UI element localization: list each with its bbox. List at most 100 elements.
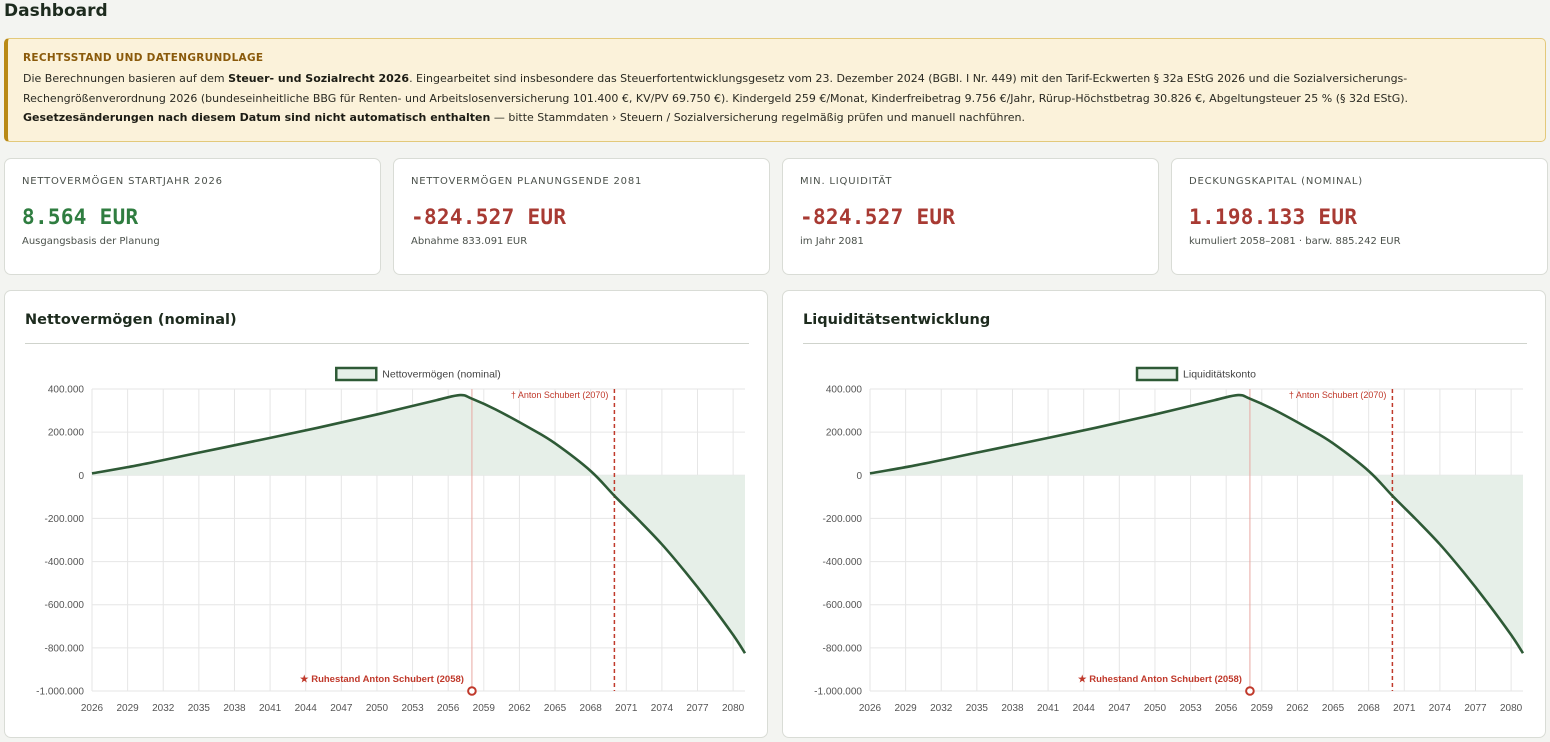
x-tick-label: 2053 [1179,703,1202,714]
x-tick-label: 2035 [966,703,989,714]
net-worth-chart[interactable]: 400.000 200.000 0 -200.000 -400.000 -600.000 -… [5,291,769,739]
x-tick-label: 2065 [544,703,567,714]
series-area-fill [870,395,1523,654]
y-tick-label: 200.000 [48,428,85,439]
notice-text-part: — bitte Stammdaten › Steuern / Sozialver… [490,111,1025,124]
kpi-label: Nettovermögen Planungsende 2081 [411,176,643,187]
x-tick-label: 2059 [1251,703,1274,714]
kpi-label: Min. Liquidität [800,176,893,187]
kpi-card-net-worth-end: Nettovermögen Planungsende 2081 -824.527… [393,158,770,275]
y-tick-label: -800.000 [45,643,85,654]
legend-swatch [1135,366,1179,382]
page-title: Dashboard [4,1,108,21]
kpi-card-min-liquidity: Min. Liquidität -824.527 EUR im Jahr 208… [782,158,1159,275]
x-tick-label: 2074 [651,703,674,714]
legend-label: Nettovermögen (nominal) [382,369,500,381]
x-tick-label: 2032 [930,703,953,714]
x-tick-label: 2047 [330,703,353,714]
y-tick-label: -600.000 [823,600,863,611]
x-tick-label: 2044 [295,703,318,714]
x-tick-label: 2077 [1464,703,1487,714]
x-tick-label: 2053 [401,703,424,714]
kpi-subtext: im Jahr 2081 [800,236,864,247]
liquidity-chart[interactable]: 400.000 200.000 0 -200.000 -400.000 -600.000 -… [783,291,1547,739]
legend-swatch [335,366,378,382]
y-tick-label: -400.000 [823,557,863,568]
kpi-subtext: Abnahme 833.091 EUR [411,236,528,247]
notice-text-part: . Eingearbeitet sind insbesondere das St… [23,72,1409,105]
y-tick-label: -800.000 [823,643,863,654]
x-tick-label: 2077 [686,703,709,714]
x-tick-label: 2074 [1429,703,1452,714]
kpi-card-net-worth-start: Nettovermögen Startjahr 2026 8.564 EUR A… [4,158,381,275]
x-tick-label: 2068 [1358,703,1381,714]
divider [803,343,1527,344]
x-tick-label: 2062 [1286,703,1309,714]
x-tick-label: 2080 [1500,703,1523,714]
x-tick-label: 2041 [1037,703,1060,714]
x-tick-label: 2026 [859,703,882,714]
retirement-marker-dot [467,686,477,696]
x-tick-label: 2041 [259,703,282,714]
x-tick-label: 2029 [116,703,139,714]
x-tick-label: 2056 [437,703,460,714]
y-tick-label: -400.000 [45,557,85,568]
x-tick-label: 2056 [1215,703,1238,714]
x-tick-label: 2080 [722,703,745,714]
x-tick-label: 2035 [188,703,211,714]
kpi-value: -824.527 EUR [411,205,567,229]
kpi-value: 1.198.133 EUR [1189,205,1358,229]
x-tick-label: 2050 [366,703,389,714]
y-tick-label: -1.000.000 [36,687,84,698]
x-tick-label: 2032 [152,703,175,714]
x-tick-label: 2038 [223,703,246,714]
x-tick-label: 2059 [473,703,496,714]
chart-card-liquidity: Liquiditätsentwicklung 400.000 200.000 0 -2… [782,290,1546,738]
x-tick-label: 2044 [1073,703,1096,714]
x-tick-label: 2026 [81,703,104,714]
divider [25,343,749,344]
x-tick-label: 2062 [508,703,531,714]
x-tick-label: 2068 [580,703,603,714]
y-tick-label: -200.000 [823,514,863,525]
notice-text-part: Die Berechnungen basieren auf dem [23,72,229,85]
death-marker-label: † Anton Schubert (2070) [1289,390,1387,400]
y-tick-label: 200.000 [826,428,863,439]
kpi-value: -824.527 EUR [800,205,956,229]
x-tick-label: 2029 [894,703,917,714]
x-tick-label: 2065 [1322,703,1345,714]
kpi-label: Nettovermögen Startjahr 2026 [22,176,223,187]
x-tick-label: 2050 [1144,703,1167,714]
kpi-subtext: kumuliert 2058–2081 · barw. 885.242 EUR [1189,236,1401,247]
y-tick-label: -600.000 [45,600,85,611]
y-tick-label: 400.000 [48,385,85,396]
kpi-card-coverage-capital: Deckungskapital (nominal) 1.198.133 EUR … [1171,158,1548,275]
notice-emphasis-law: Steuer- und Sozialrecht 2026 [228,72,410,85]
retirement-marker-label: ★ Ruhestand Anton Schubert (2058) [1078,674,1242,685]
y-tick-label: -1.000.000 [814,687,862,698]
retirement-marker-label: ★ Ruhestand Anton Schubert (2058) [300,674,464,685]
kpi-label: Deckungskapital (nominal) [1189,176,1363,187]
series-area-fill [92,395,745,654]
chart-title: Liquiditätsentwicklung [803,312,991,328]
x-tick-label: 2038 [1001,703,1024,714]
y-tick-label: 0 [78,471,84,482]
series-line [91,393,747,654]
kpi-subtext: Ausgangsbasis der Planung [22,236,160,247]
y-tick-label: 0 [856,471,862,482]
chart-title: Nettovermögen (nominal) [25,312,237,328]
retirement-marker-dot [1245,686,1255,696]
x-tick-label: 2047 [1108,703,1131,714]
series-line [869,393,1525,654]
notice-emphasis-warning: Gesetzesänderungen nach diesem Datum sin… [23,111,491,124]
death-marker-label: † Anton Schubert (2070) [511,390,609,400]
notice-title: RECHTSSTAND UND DATENGRUNDLAGE [23,52,264,64]
y-tick-label: -200.000 [45,514,85,525]
legend-label: Liquiditätskonto [1183,369,1256,381]
notice-text: Die Berechnungen basieren auf dem Steuer… [23,69,1538,128]
chart-card-net-worth: Nettovermögen (nominal) 400.000 200.000 0 -… [4,290,768,738]
x-tick-label: 2071 [1393,703,1416,714]
x-tick-label: 2071 [615,703,638,714]
kpi-value: 8.564 EUR [22,205,139,229]
y-tick-label: 400.000 [826,385,863,396]
